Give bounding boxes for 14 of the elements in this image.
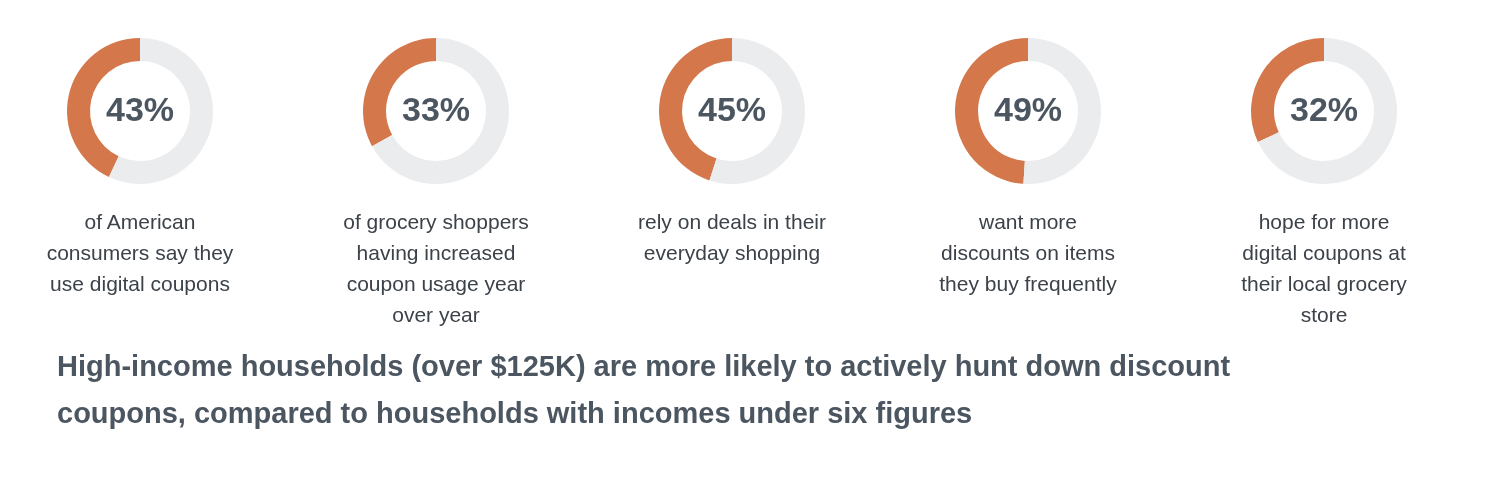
data-label: 49% — [993, 90, 1063, 128]
text: want more discounts on items they buy frequently — [939, 210, 1118, 295]
data-label: 43% — [105, 90, 175, 128]
donut-slice — [372, 38, 509, 184]
data-label: 45% — [697, 90, 767, 128]
donut-slice — [1257, 38, 1397, 184]
text: High-income households (over $125K) are more likely to actively hunt down discount coupons, compared to households with incomes under six figures — [57, 350, 1231, 429]
donut-slice — [108, 38, 213, 184]
data-label: 33% — [401, 90, 471, 128]
text: of grocery shoppers having increased coupon usage year over year — [343, 210, 529, 326]
text: hope for more digital coupons at their local grocery store — [1241, 210, 1408, 326]
data-label: 32% — [1289, 90, 1359, 128]
text: rely on deals in their everyday shopping — [638, 210, 826, 264]
text: of American consumers say they use digital coupons — [46, 210, 234, 295]
